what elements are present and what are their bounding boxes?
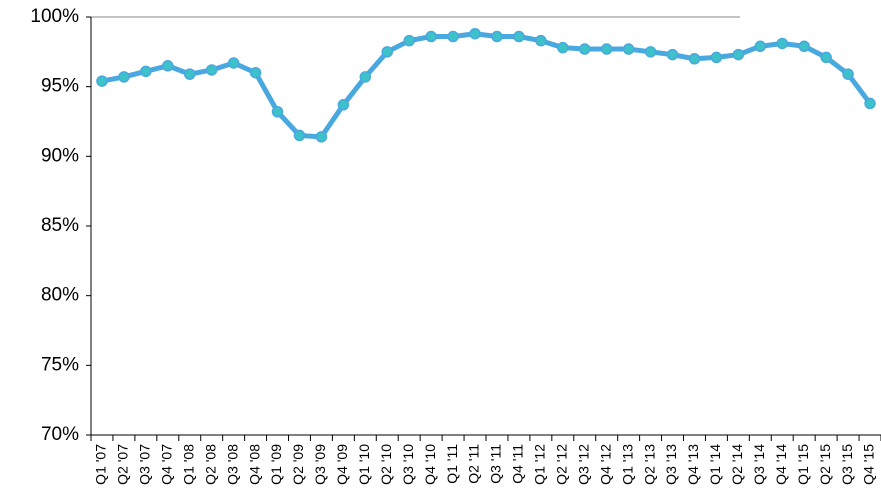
data-point (249, 66, 262, 79)
x-tick-label: Q4 '14 (773, 444, 789, 485)
data-point (271, 105, 284, 118)
data-point (579, 43, 591, 55)
x-tick-label: Q1 '08 (180, 444, 196, 485)
data-point (666, 48, 679, 61)
y-tick-label: 100% (30, 6, 79, 27)
data-point (227, 57, 240, 69)
x-tick-label: Q2 '12 (554, 444, 570, 485)
x-tick-label: Q2 '11 (466, 444, 482, 484)
data-point (842, 68, 854, 80)
data-point (337, 99, 350, 111)
x-tick-label: Q3 '13 (663, 444, 679, 485)
x-tick-label: Q3 '15 (839, 444, 855, 485)
data-point (864, 97, 876, 110)
x-tick-label: Q1 '11 (444, 444, 460, 484)
y-tick-label: 95% (41, 76, 79, 97)
data-point (96, 75, 108, 87)
x-tick-label: Q1 '10 (356, 444, 372, 485)
series-line (101, 31, 873, 140)
data-point (184, 68, 196, 80)
data-point (535, 34, 547, 47)
x-tick-label: Q1 '09 (268, 444, 284, 485)
y-tick-label: 80% (41, 285, 79, 306)
data-point (205, 64, 218, 76)
x-tick-label: Q3 '09 (312, 444, 328, 485)
x-tick-label: Q4 '07 (159, 444, 175, 485)
data-point (820, 51, 832, 64)
data-point (622, 43, 635, 55)
data-point (293, 129, 306, 142)
x-tick-label: Q1 '07 (93, 444, 109, 485)
x-tick-label: Q4 '09 (334, 444, 350, 485)
x-tick-label: Q4 '13 (685, 444, 701, 485)
data-point (600, 43, 613, 55)
data-point (513, 30, 525, 43)
x-tick-label: Q3 '10 (400, 444, 416, 485)
x-tick-label: Q2 '14 (729, 444, 745, 485)
x-tick-label: Q4 '11 (510, 444, 526, 484)
x-tick-label: Q2 '15 (817, 444, 833, 485)
y-tick-label: 70% (41, 424, 79, 445)
x-tick-label: Q4 '12 (597, 444, 613, 485)
x-tick-label: Q2 '13 (641, 444, 657, 485)
data-point (359, 71, 372, 83)
data-point (469, 27, 481, 40)
x-tick-label: Q3 '14 (751, 444, 767, 485)
data-point (403, 34, 415, 47)
data-point (447, 30, 459, 43)
data-point (776, 37, 788, 50)
data-point (381, 46, 393, 58)
data-point (315, 131, 328, 143)
x-tick-label: Q2 '09 (290, 444, 306, 485)
data-point (118, 71, 130, 83)
x-tick-label: Q1 '14 (707, 444, 723, 485)
data-point (140, 65, 152, 78)
x-tick-label: Q4 '08 (246, 444, 262, 485)
data-point (798, 40, 810, 53)
data-point (644, 46, 657, 58)
data-point (732, 48, 745, 61)
x-tick-label: Q3 '07 (137, 444, 153, 485)
data-point (557, 41, 569, 54)
y-tick-label: 75% (41, 354, 79, 375)
data-point (162, 60, 174, 72)
x-tick-label: Q4 '15 (861, 444, 877, 485)
x-tick-label: Q1 '13 (619, 444, 635, 485)
x-tick-label: Q3 '12 (575, 444, 591, 485)
x-tick-label: Q1 '15 (795, 444, 811, 485)
x-tick-label: Q2 '08 (202, 444, 218, 485)
x-tick-label: Q2 '10 (378, 444, 394, 485)
data-point (710, 51, 723, 64)
x-tick-label: Q3 '08 (224, 444, 240, 485)
x-tick-label: Q1 '12 (532, 444, 548, 485)
y-tick-label: 85% (41, 215, 79, 236)
x-tick-label: Q4 '10 (422, 444, 438, 485)
data-point (754, 40, 767, 53)
x-tick-label: Q2 '07 (115, 444, 131, 485)
data-point (491, 30, 503, 43)
data-point (425, 30, 437, 43)
x-tick-label: Q3 '11 (488, 444, 504, 484)
data-point (688, 53, 701, 65)
y-tick-label: 90% (41, 145, 79, 166)
